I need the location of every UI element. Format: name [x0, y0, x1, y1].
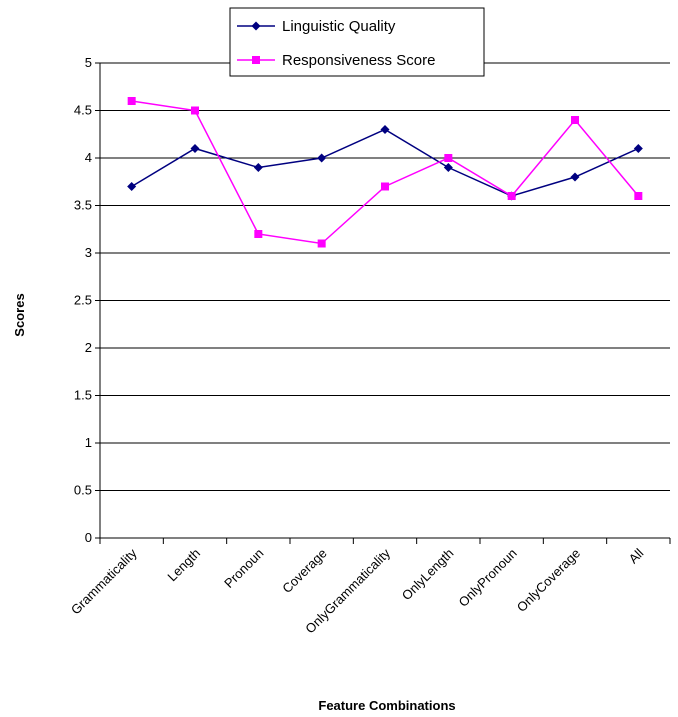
y-tick-label-7: 3.5	[74, 198, 92, 213]
x-category-label-8: All	[626, 545, 647, 566]
series-0-point-3	[317, 153, 327, 163]
y-tick-label-1: 0.5	[74, 483, 92, 498]
series-1-point-6	[507, 192, 516, 200]
x-category-label-2: Pronoun	[221, 546, 266, 591]
y-tick-label-4: 2	[85, 340, 92, 355]
y-tick-label-9: 4.5	[74, 103, 92, 118]
y-axis-title: Scores	[12, 293, 27, 336]
x-category-label-1: Length	[164, 546, 203, 585]
legend: Linguistic Quality Responsiveness Score	[229, 7, 485, 77]
series-1-point-1	[191, 106, 199, 115]
series-1	[127, 97, 643, 248]
x-axis-category-labels: Grammaticality Length Pronoun CoverageOnlyG…	[68, 545, 647, 636]
legend-label-1: Responsiveness Score	[282, 52, 435, 69]
series-group	[127, 97, 643, 248]
y-tick-label-0: 0	[85, 530, 92, 545]
gridlines	[100, 62, 670, 539]
y-tick-label-6: 3	[85, 245, 92, 260]
x-category-label-0: Grammaticality	[68, 545, 140, 617]
series-1-point-7	[571, 116, 579, 124]
series-1-point-8	[634, 192, 643, 200]
series-0-point-5	[443, 163, 453, 172]
x-category-label-3: Coverage	[279, 546, 329, 596]
x-axis-title: Feature Combinations	[318, 698, 455, 713]
series-line-1	[131, 100, 639, 245]
x-category-label-5: OnlyLength	[399, 546, 457, 604]
x-category-label-7: OnlyCoverage	[514, 546, 583, 615]
y-tick-label-3: 1.5	[74, 388, 92, 403]
series-1-point-3	[317, 239, 326, 248]
series-1-point-5	[444, 154, 453, 162]
legend-label-0: Linguistic Quality	[282, 18, 396, 35]
legend-marker-1	[252, 56, 260, 64]
y-tick-label-10: 5	[85, 55, 92, 70]
y-tick-label-5: 2.5	[74, 293, 92, 308]
x-axis	[99, 63, 671, 544]
legend-marker-0	[251, 21, 261, 31]
series-0-point-4	[380, 125, 390, 134]
series-1-point-4	[381, 182, 389, 191]
x-category-label-6: OnlyPronoun	[456, 546, 520, 610]
series-0	[127, 125, 643, 201]
series-1-point-2	[254, 230, 263, 238]
series-0-point-1	[190, 144, 200, 153]
series-0-point-2	[253, 163, 263, 172]
y-axis-ticks: 0 0.5 1 1.5 2 2.5 3 3.5 4 4.5 5	[74, 55, 100, 545]
series-1-point-0	[127, 97, 136, 105]
series-0-point-0	[127, 182, 137, 191]
series-0-point-7	[570, 172, 580, 182]
y-tick-label-2: 1	[85, 435, 92, 450]
series-0-point-8	[633, 144, 643, 153]
y-tick-label-8: 4	[85, 150, 92, 165]
legend-box	[229, 7, 485, 77]
